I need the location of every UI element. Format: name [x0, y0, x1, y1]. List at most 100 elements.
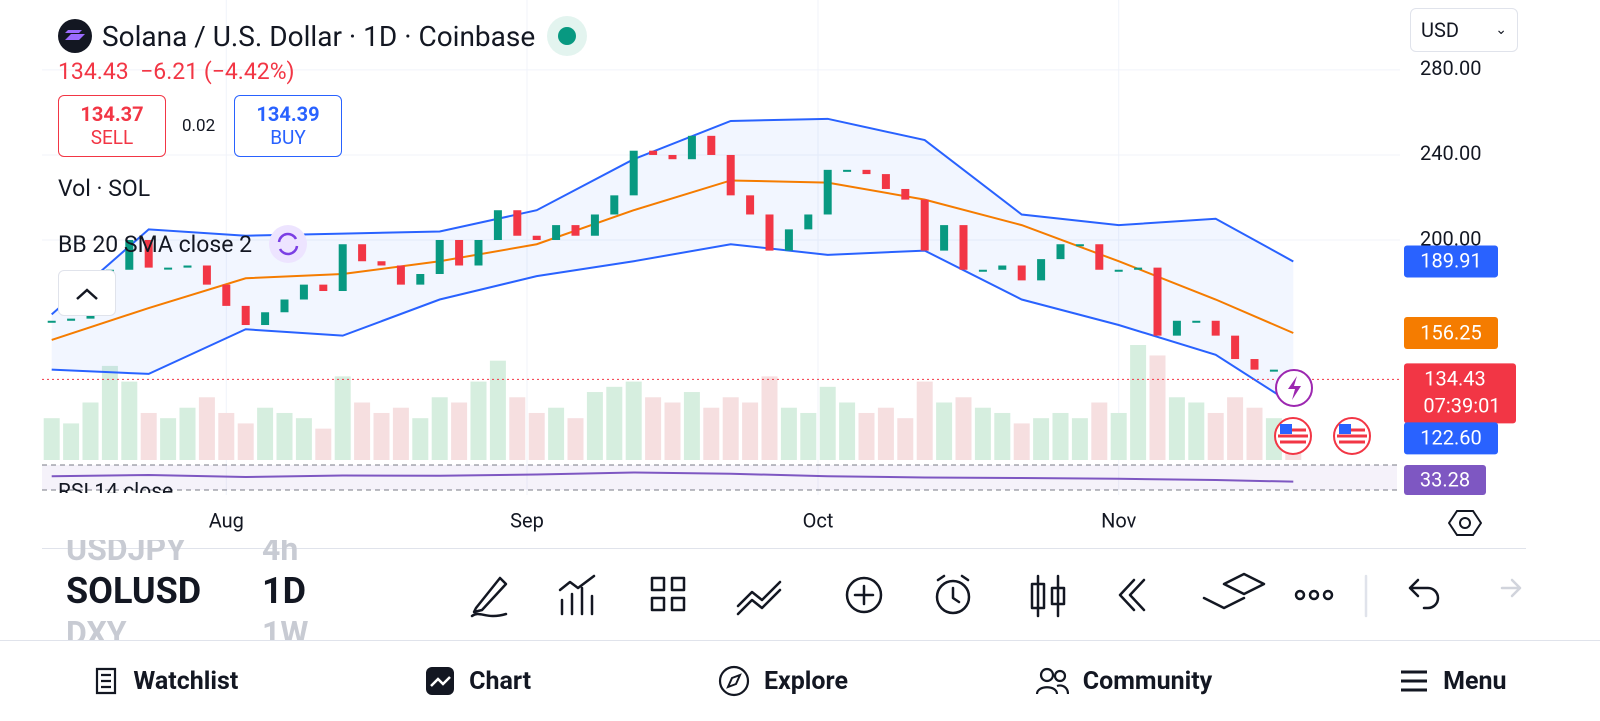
currency-select[interactable]: USD ⌄: [1410, 8, 1518, 52]
market-status[interactable]: [545, 14, 589, 58]
volume-bar: [101, 365, 118, 460]
watchlist-picker[interactable]: USDJPY 4h SOLUSD 1D DXY 1W: [66, 540, 366, 640]
candle-body: [1211, 320, 1220, 336]
add-tool[interactable]: [845, 576, 883, 614]
flag-canton: [1280, 424, 1292, 434]
candle-body: [629, 150, 638, 196]
volume-bar: [703, 407, 720, 460]
band-fill: [51, 118, 1294, 405]
volume-bar: [877, 407, 894, 460]
candle-body: [493, 210, 502, 240]
draw-tool[interactable]: [470, 576, 508, 618]
bb-label: BB 20 SMA close 2: [58, 230, 253, 258]
volume-bar: [431, 397, 448, 460]
candle-body: [299, 284, 308, 300]
alert-tool[interactable]: [935, 579, 971, 615]
candle-body: [280, 299, 289, 313]
volume-bar: [819, 386, 836, 460]
volume-bar: [625, 381, 642, 460]
volume-bar: [1052, 412, 1069, 460]
candle-tool[interactable]: [1030, 574, 1066, 618]
rsi-tag-box: [1404, 465, 1486, 495]
spread: 0.02: [182, 116, 216, 136]
candle-body: [823, 169, 832, 215]
buy-button[interactable]: 134.39 BUY: [234, 95, 342, 157]
volume-bar: [412, 418, 429, 460]
watchlist-row[interactable]: SOLUSD 1D: [66, 568, 366, 614]
undo[interactable]: [1408, 578, 1440, 610]
volume-bar: [392, 407, 409, 460]
candle-body: [765, 214, 774, 251]
tag-label: 122.60: [1420, 426, 1481, 450]
volume-bar: [121, 381, 138, 460]
replay-tool[interactable]: [1118, 578, 1146, 612]
volume-bar: [567, 418, 584, 460]
volume-bar: [160, 418, 177, 460]
nav-chart[interactable]: Chart: [425, 666, 531, 696]
candle-body: [1269, 369, 1278, 372]
volume-bar: [509, 397, 526, 460]
candle-body: [455, 239, 464, 266]
candle-body: [940, 225, 949, 251]
watchlist-row[interactable]: USDJPY 4h: [66, 540, 366, 568]
collapse-button[interactable]: [58, 270, 116, 316]
redo[interactable]: [1500, 578, 1522, 598]
volume-bar: [858, 412, 875, 460]
tag-box: [1404, 422, 1498, 455]
volume-bar: [451, 402, 468, 460]
nav-explore[interactable]: Explore: [718, 665, 848, 697]
tag-label: 189.91: [1420, 249, 1481, 273]
volume-bar: [897, 418, 914, 460]
candle-body: [862, 169, 871, 175]
toolbar: [470, 572, 1522, 618]
nav-community[interactable]: Community: [1035, 666, 1212, 696]
candle-body: [552, 225, 561, 240]
candle-body: [649, 150, 658, 155]
volume-bar: [528, 412, 545, 460]
last-price-label: 134.43: [1424, 367, 1485, 391]
candle-body: [881, 174, 890, 189]
volume-bar: [742, 402, 759, 460]
volume-bar: [800, 412, 817, 460]
candle-body: [1114, 269, 1123, 272]
volume-bar: [43, 418, 60, 460]
volume-bar: [276, 412, 293, 460]
more-tool[interactable]: [1294, 589, 1306, 601]
settings-icon[interactable]: [1448, 506, 1482, 540]
indicator-tool[interactable]: [558, 574, 596, 616]
compare-tool[interactable]: [736, 580, 782, 616]
price-tag: 189.91: [1404, 245, 1498, 278]
candle-body: [1192, 320, 1201, 323]
volume-bar: [1110, 412, 1127, 460]
nav-label: Explore: [763, 666, 848, 696]
volume-bar: [315, 428, 332, 460]
candle-body: [998, 265, 1007, 270]
volume-bar: [548, 407, 565, 460]
buy-label: BUY: [270, 126, 306, 149]
watchlist-symbol: SOLUSD: [66, 570, 202, 612]
bb-settings[interactable]: [268, 224, 308, 264]
watchlist-row[interactable]: DXY 1W: [66, 614, 366, 640]
volume-bar: [586, 392, 603, 460]
candle-body: [358, 244, 367, 262]
divider: [42, 548, 1526, 549]
candle-body: [1231, 335, 1240, 360]
y-tick-label: 280.00: [1420, 56, 1481, 80]
nav-watchlist[interactable]: Watchlist: [93, 666, 238, 696]
volume-bar: [722, 397, 739, 460]
nav-menu[interactable]: Menu: [1399, 667, 1507, 696]
band-upper: [51, 117, 1294, 316]
layout-tool[interactable]: [650, 576, 686, 612]
layers-tool[interactable]: [1202, 572, 1266, 610]
symbol-header: Solana / U.S. Dollar · 1D · Coinbase: [58, 14, 589, 58]
watchlist-interval: 1W: [262, 614, 309, 640]
sell-button[interactable]: 134.37 SELL: [58, 95, 166, 157]
watchlist-symbol: USDJPY: [66, 540, 186, 568]
volume-bar: [1091, 402, 1108, 460]
volume-bar: [761, 376, 778, 460]
volume-bar: [354, 402, 371, 460]
buy-price: 134.39: [256, 102, 320, 126]
candle-body: [67, 318, 76, 321]
volume-bar: [1071, 418, 1088, 460]
